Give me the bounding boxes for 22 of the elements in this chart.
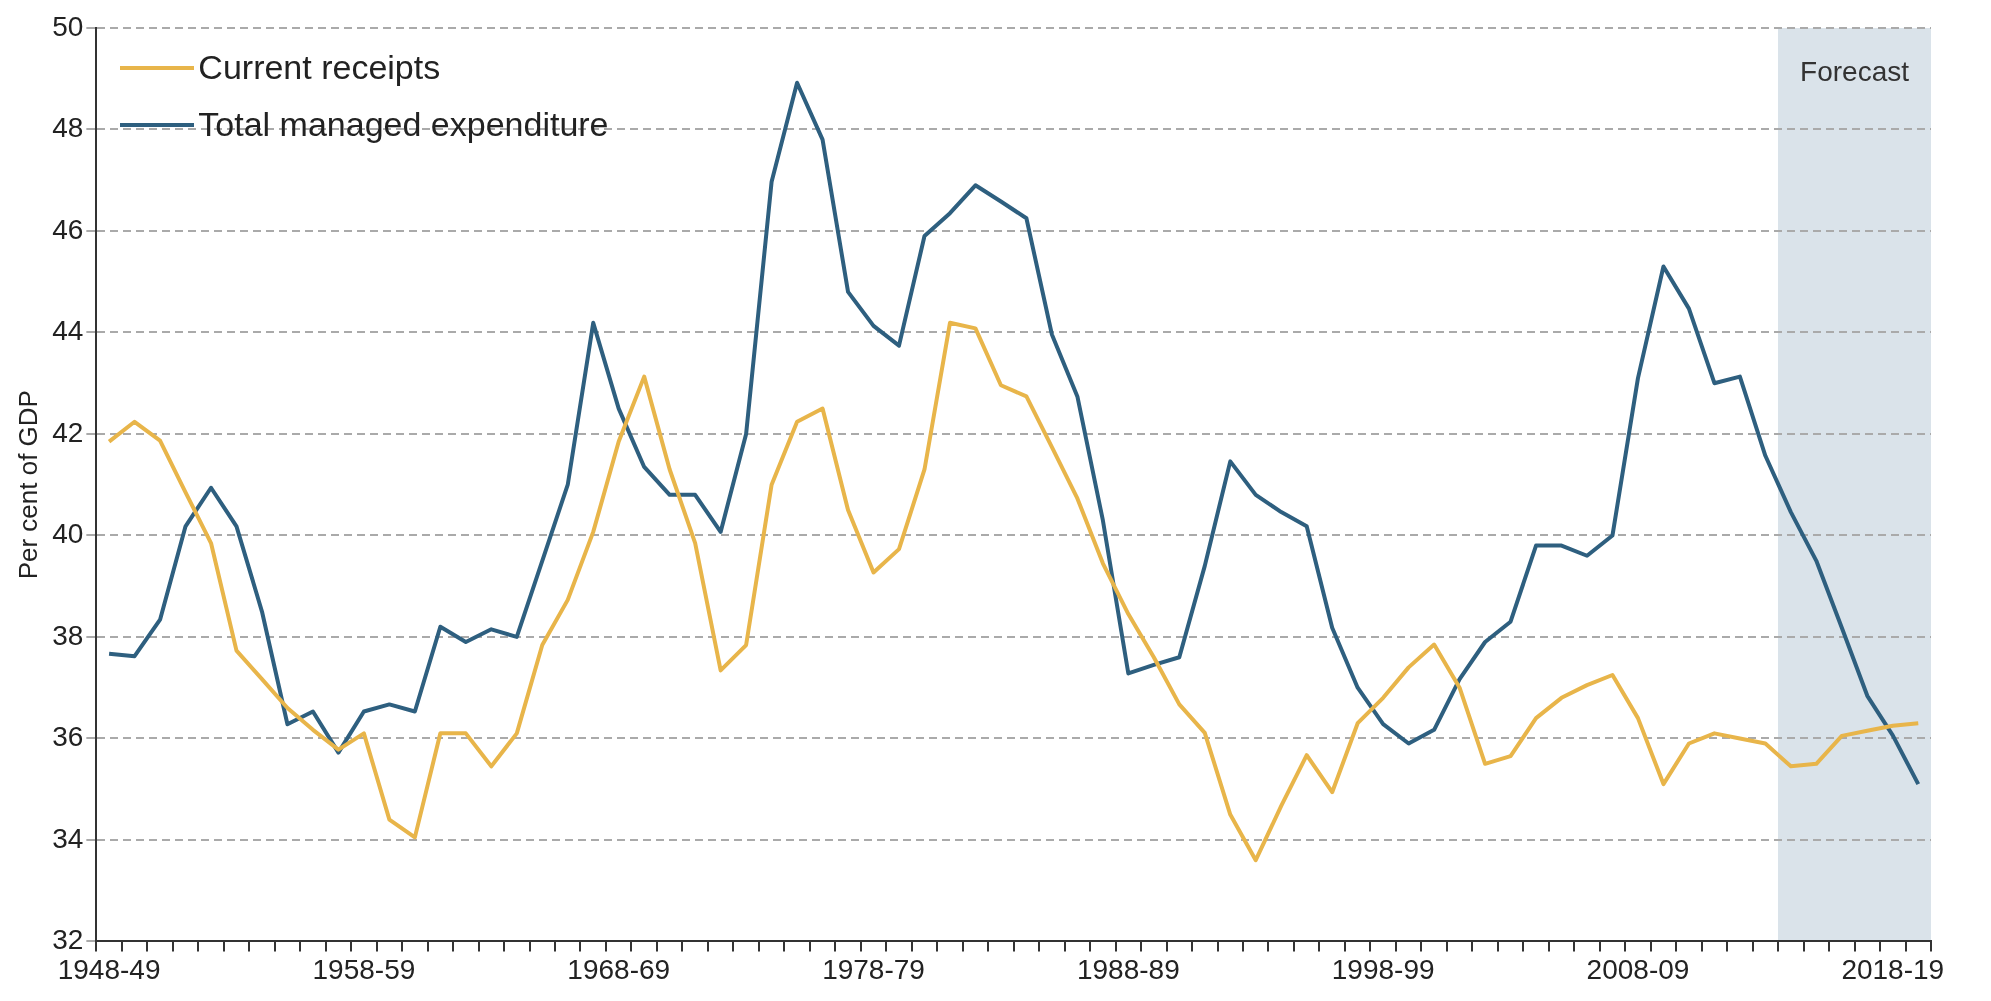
y-tick-label: 42 — [52, 416, 84, 448]
y-tick-label: 48 — [52, 112, 84, 144]
y-tick-label: 34 — [52, 822, 84, 854]
x-tick-label: 1998-99 — [1331, 953, 1435, 985]
y-tick-label: 38 — [52, 619, 84, 651]
y-tick-label: 44 — [52, 315, 84, 347]
y-tick-label: 32 — [52, 924, 84, 956]
y-tick-label: 36 — [52, 721, 84, 753]
x-tick-label: 1958-59 — [312, 953, 416, 985]
y-axis-title: Per cent of GDP — [12, 390, 43, 580]
x-tick-label: 2018-19 — [1841, 953, 1945, 985]
x-tick-label: 1968-69 — [567, 953, 671, 985]
x-tick-label: 1988-89 — [1076, 953, 1180, 985]
y-tick-label: 40 — [52, 518, 84, 550]
y-tick-label: 46 — [52, 213, 84, 245]
x-tick-label: 1978-79 — [822, 953, 925, 985]
x-tick-label: 1948-49 — [57, 953, 161, 985]
y-tick-label: 50 — [52, 10, 84, 42]
x-tick-label: 2008-09 — [1586, 953, 1690, 985]
legend-label: Current receipts — [198, 48, 441, 87]
legend-label: Total managed expenditure — [198, 105, 609, 144]
annotation: Forecast — [1799, 56, 1910, 88]
